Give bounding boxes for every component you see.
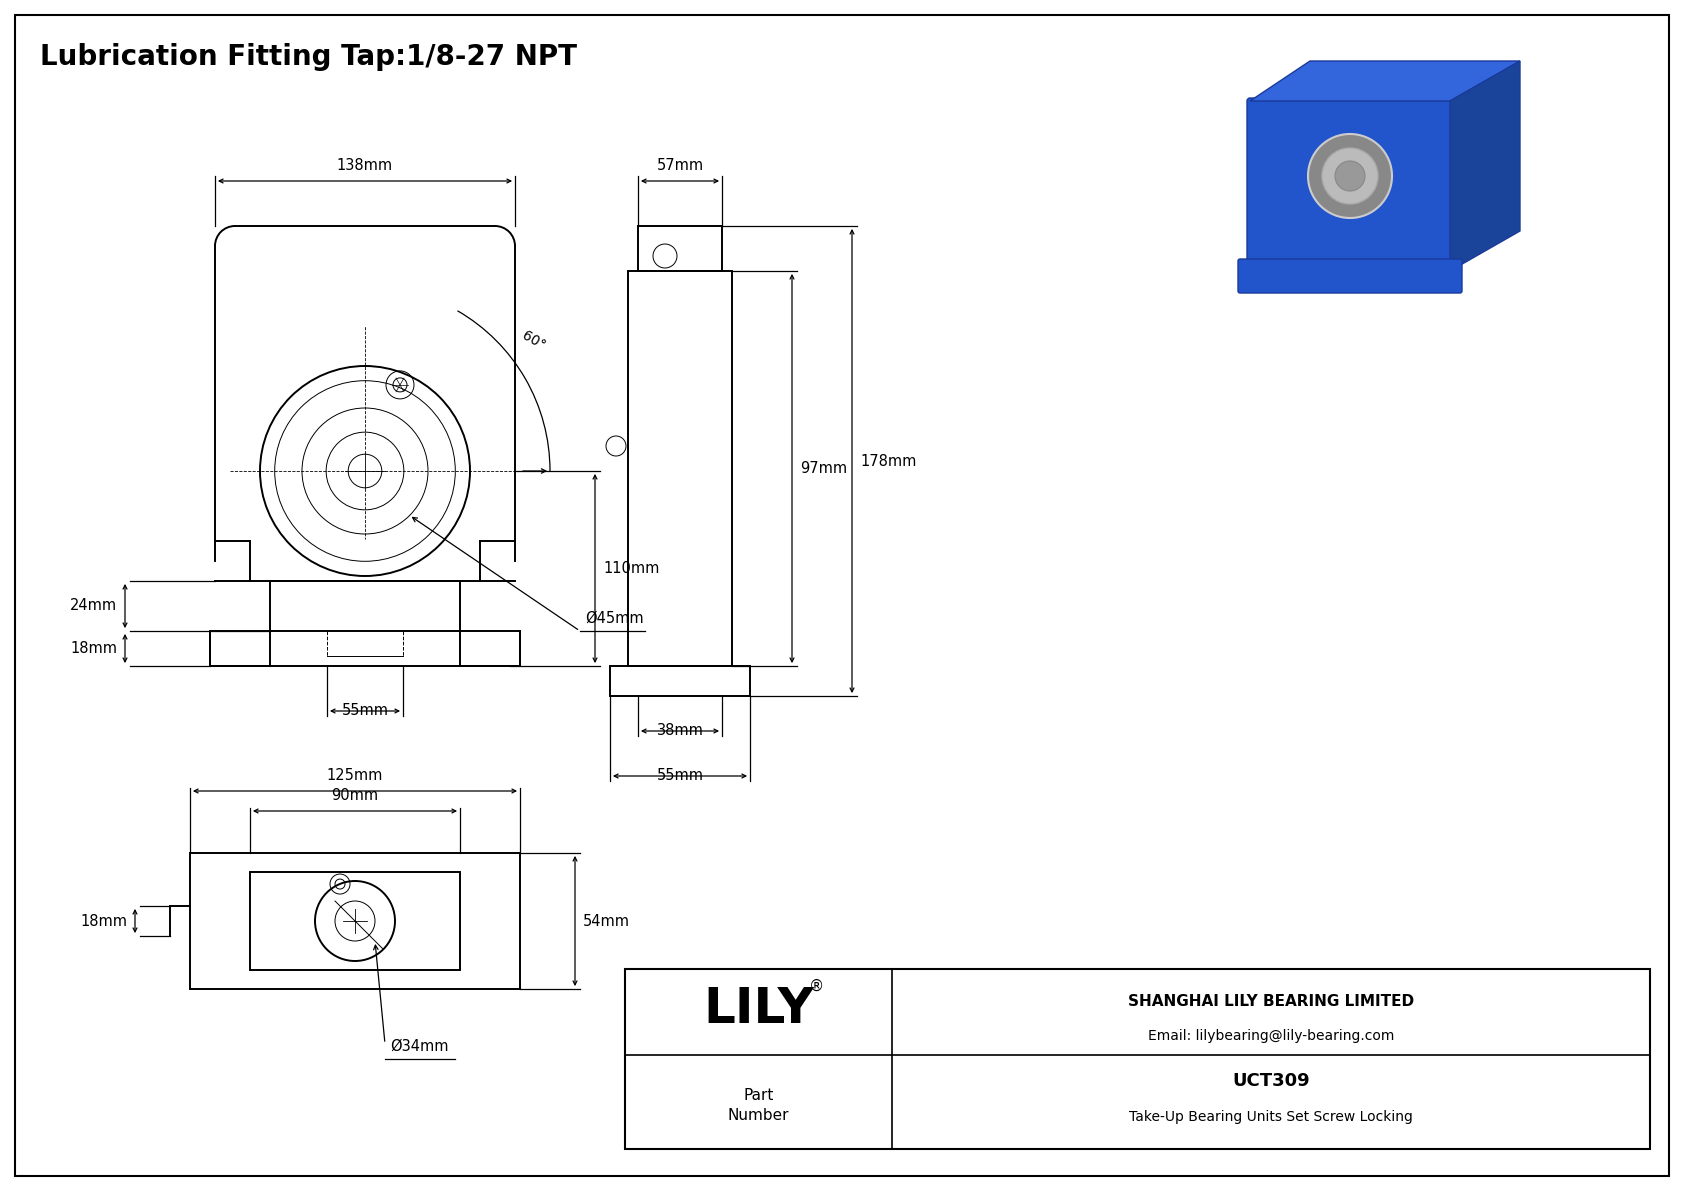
Bar: [625, 969, 1650, 1149]
Text: 60°: 60°: [520, 329, 549, 354]
Bar: [190, 853, 520, 989]
Bar: [210, 631, 269, 666]
Text: 38mm: 38mm: [657, 723, 704, 738]
Bar: [638, 226, 722, 272]
Bar: [610, 666, 749, 696]
Text: SHANGHAI LILY BEARING LIMITED: SHANGHAI LILY BEARING LIMITED: [1128, 994, 1415, 1009]
Bar: [269, 581, 460, 631]
Polygon shape: [1250, 61, 1521, 101]
Text: 54mm: 54mm: [583, 913, 630, 929]
Text: Email: lilybearing@lily-bearing.com: Email: lilybearing@lily-bearing.com: [1147, 1029, 1394, 1042]
Text: 110mm: 110mm: [603, 561, 660, 576]
FancyBboxPatch shape: [1238, 258, 1462, 293]
Bar: [249, 872, 460, 969]
Text: Ø34mm: Ø34mm: [391, 1039, 448, 1054]
Text: Part
Number: Part Number: [727, 1089, 790, 1123]
Text: 55mm: 55mm: [342, 703, 389, 718]
Text: 125mm: 125mm: [327, 768, 384, 782]
Polygon shape: [1450, 61, 1521, 272]
Text: 18mm: 18mm: [81, 913, 126, 929]
Text: Take-Up Bearing Units Set Screw Locking: Take-Up Bearing Units Set Screw Locking: [1128, 1110, 1413, 1123]
Text: LILY: LILY: [702, 985, 813, 1033]
Text: 57mm: 57mm: [657, 158, 704, 173]
Text: UCT309: UCT309: [1233, 1072, 1310, 1090]
Circle shape: [1308, 135, 1393, 218]
Text: 90mm: 90mm: [332, 788, 379, 803]
FancyBboxPatch shape: [1246, 98, 1453, 274]
Text: ®: ®: [808, 979, 823, 994]
Bar: [628, 272, 733, 666]
Text: 178mm: 178mm: [861, 454, 916, 468]
Text: 24mm: 24mm: [69, 599, 116, 613]
Text: 97mm: 97mm: [800, 461, 847, 476]
Text: Ø45mm: Ø45mm: [584, 611, 643, 626]
Text: 55mm: 55mm: [657, 768, 704, 782]
Circle shape: [1322, 148, 1378, 204]
Bar: [460, 631, 520, 666]
Circle shape: [1335, 161, 1366, 191]
Text: 138mm: 138mm: [337, 158, 392, 173]
Text: Lubrication Fitting Tap:1/8-27 NPT: Lubrication Fitting Tap:1/8-27 NPT: [40, 43, 578, 71]
Text: 18mm: 18mm: [71, 641, 116, 656]
